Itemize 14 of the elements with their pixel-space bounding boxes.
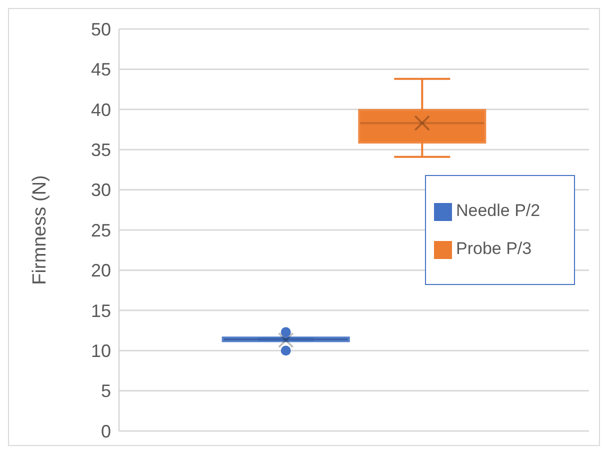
y-tick-label: 35 — [90, 140, 111, 160]
y-tick-label: 45 — [90, 60, 111, 80]
y-tick-label: 40 — [90, 100, 111, 120]
y-tick-label: 10 — [90, 340, 111, 361]
y-tick-label: 20 — [90, 260, 111, 281]
y-tick-label: 30 — [90, 180, 111, 200]
y-tick-label: 5 — [100, 381, 111, 402]
y-tick-label: 50 — [90, 19, 111, 40]
y-tick-label: 15 — [90, 300, 111, 321]
y-tick-label: 0 — [100, 421, 111, 442]
y-tick-label: 25 — [90, 220, 111, 240]
legend-label: Needle P/2 — [456, 201, 540, 220]
y-axis-title: Firmness (N) — [30, 175, 51, 285]
legend-label: Probe P/3 — [456, 239, 532, 258]
